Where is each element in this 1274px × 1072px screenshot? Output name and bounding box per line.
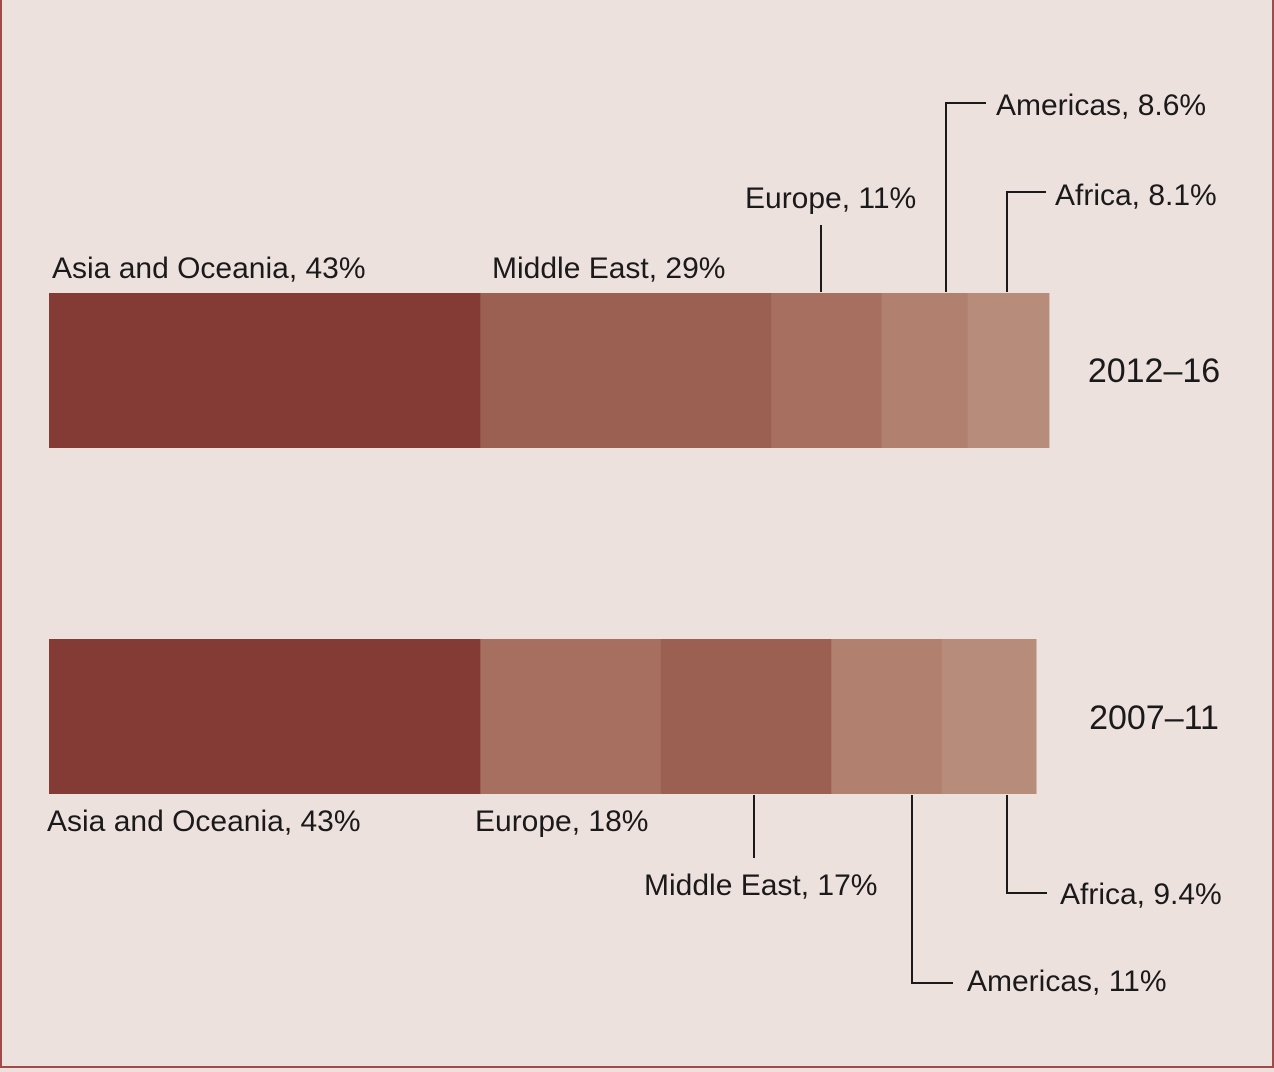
bar-segment-middle-east-2007-11 bbox=[660, 639, 832, 794]
bar-segment-asia-and-oceania-2007-11 bbox=[49, 639, 481, 794]
leader-line-americas-2007-11 bbox=[911, 795, 953, 984]
period-label-2007-11: 2007–11 bbox=[1089, 699, 1219, 737]
bar-segment-asia-and-oceania-2012-16 bbox=[49, 293, 481, 448]
bar-segment-africa-2007-11 bbox=[941, 639, 1037, 794]
bar-segment-americas-2007-11 bbox=[831, 639, 943, 794]
data-label-europe-2007-11: Europe, 18% bbox=[475, 805, 648, 838]
bar-segment-americas-2012-16 bbox=[881, 293, 969, 448]
bar-segment-middle-east-2012-16 bbox=[480, 293, 772, 448]
data-label-africa-2012-16: Africa, 8.1% bbox=[1055, 179, 1217, 212]
data-label-europe-2012-16: Europe, 11% bbox=[745, 182, 916, 215]
leader-line-africa-2007-11 bbox=[1006, 795, 1047, 894]
data-label-middle-east-2007-11: Middle East, 17% bbox=[644, 869, 877, 902]
bar-segment-africa-2012-16 bbox=[967, 293, 1050, 448]
leader-line-africa-2012-16 bbox=[1006, 191, 1046, 292]
data-label-asia-and-oceania-2007-11: Asia and Oceania, 43% bbox=[47, 805, 361, 838]
data-label-africa-2007-11: Africa, 9.4% bbox=[1060, 878, 1222, 911]
data-label-americas-2007-11: Americas, 11% bbox=[967, 965, 1167, 998]
data-label-americas-2012-16: Americas, 8.6% bbox=[996, 89, 1206, 122]
leader-line-americas-2012-16 bbox=[945, 102, 986, 292]
bars-layer bbox=[49, 293, 1050, 794]
leader-lines-layer bbox=[753, 102, 1047, 984]
bar-segment-europe-2012-16 bbox=[771, 293, 882, 448]
data-label-asia-and-oceania-2012-16: Asia and Oceania, 43% bbox=[52, 252, 366, 285]
data-label-middle-east-2012-16: Middle East, 29% bbox=[492, 252, 725, 285]
bar-segment-europe-2007-11 bbox=[480, 639, 662, 794]
labels-layer: Asia and Oceania, 43% Middle East, 29% Eur… bbox=[47, 89, 1222, 998]
period-label-2012-16: 2012–16 bbox=[1088, 352, 1220, 390]
